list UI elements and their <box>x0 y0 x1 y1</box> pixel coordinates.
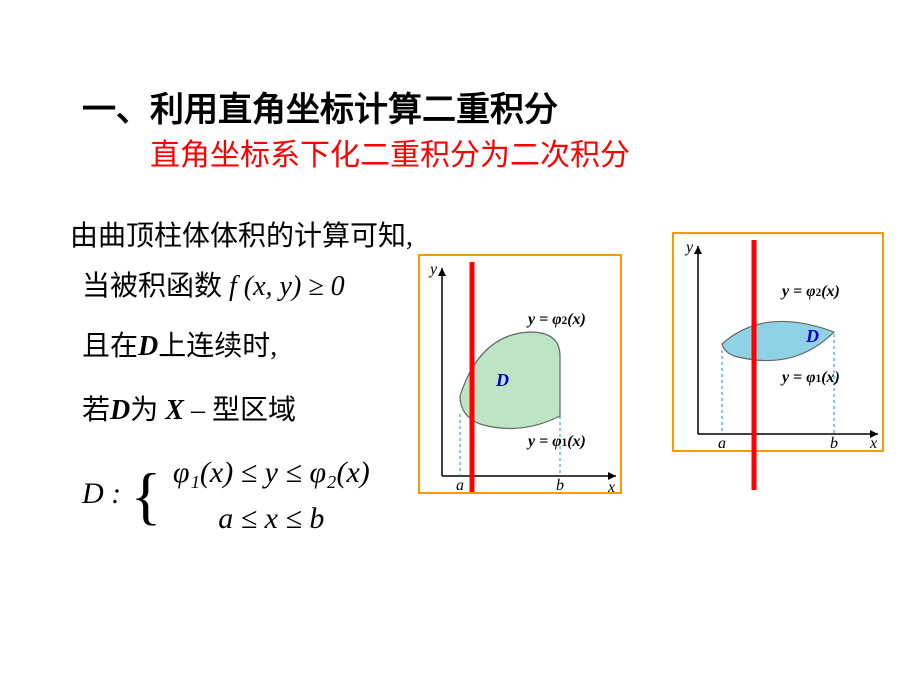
region-label: D : <box>82 477 121 510</box>
body-line-3: 且在D上连续时, <box>82 324 277 364</box>
type-X: X <box>165 395 184 426</box>
y-axis-arrow-icon <box>438 268 446 276</box>
body-line-3-prefix: 且在 <box>82 331 138 362</box>
top-curve-label-r: y = φ2(x) <box>780 283 840 300</box>
region-D-inline: D <box>138 331 158 362</box>
section-subtitle: 直角坐标系下化二重积分为二次积分 <box>150 130 630 174</box>
brace-icon: { <box>131 464 162 528</box>
region-D-label-right: D <box>805 326 819 346</box>
section-title: 一、利用直角坐标计算二重积分 <box>82 82 558 131</box>
b-label-r: b <box>830 435 838 452</box>
region-shape-left <box>460 332 560 429</box>
figure-right-svg: y x a b y = φ2(x) y = φ1(x) D <box>674 234 886 494</box>
y-axis-label-r: y <box>684 239 694 256</box>
region-definition: D : { φ₁(x) ≤ y ≤ φ₂(x) a ≤ x ≤ b <box>82 450 370 542</box>
y-axis-arrow-icon-r <box>694 246 702 254</box>
body-line-2-prefix: 当被积函数 <box>82 271 229 302</box>
body-line-2: 当被积函数 f (x, y) ≥ 0 <box>82 264 345 304</box>
a-label-r: a <box>718 435 726 452</box>
region-stack: φ₁(x) ≤ y ≤ φ₂(x) a ≤ x ≤ b <box>173 450 370 542</box>
top-curve-label: y = φ2(x) <box>526 311 586 328</box>
a-label: a <box>456 477 464 494</box>
integrand-condition: f (x, y) ≥ 0 <box>229 271 345 302</box>
body-line-4-suffix: – 型区域 <box>184 395 296 426</box>
body-line-4-prefix: 若 <box>82 395 110 426</box>
figure-left: y x a b y = φ2(x) y = φ1(x) D <box>418 254 622 494</box>
body-line-1: 由曲顶柱体体积的计算可知, <box>70 214 413 254</box>
body-line-4: 若D为 X – 型区域 <box>82 388 296 428</box>
region-row-1: φ₁(x) ≤ y ≤ φ₂(x) <box>173 450 370 496</box>
bot-curve-label: y = φ1(x) <box>526 433 586 450</box>
region-D-inline2: D <box>110 395 130 426</box>
figure-right: y x a b y = φ2(x) y = φ1(x) D <box>672 232 884 452</box>
b-label: b <box>556 477 564 494</box>
x-axis-label-r: x <box>869 435 877 452</box>
slide: 一、利用直角坐标计算二重积分 直角坐标系下化二重积分为二次积分 由曲顶柱体体积的… <box>0 0 920 690</box>
bot-curve-label-r: y = φ1(x) <box>780 369 840 386</box>
y-axis-label: y <box>428 261 438 278</box>
body-line-3-suffix: 上连续时, <box>158 331 277 362</box>
body-line-4-mid: 为 <box>130 395 165 426</box>
region-D-label-left: D <box>495 370 509 390</box>
x-axis-label: x <box>607 479 615 496</box>
figure-left-svg: y x a b y = φ2(x) y = φ1(x) D <box>420 256 624 496</box>
region-row-2: a ≤ x ≤ b <box>173 496 370 542</box>
